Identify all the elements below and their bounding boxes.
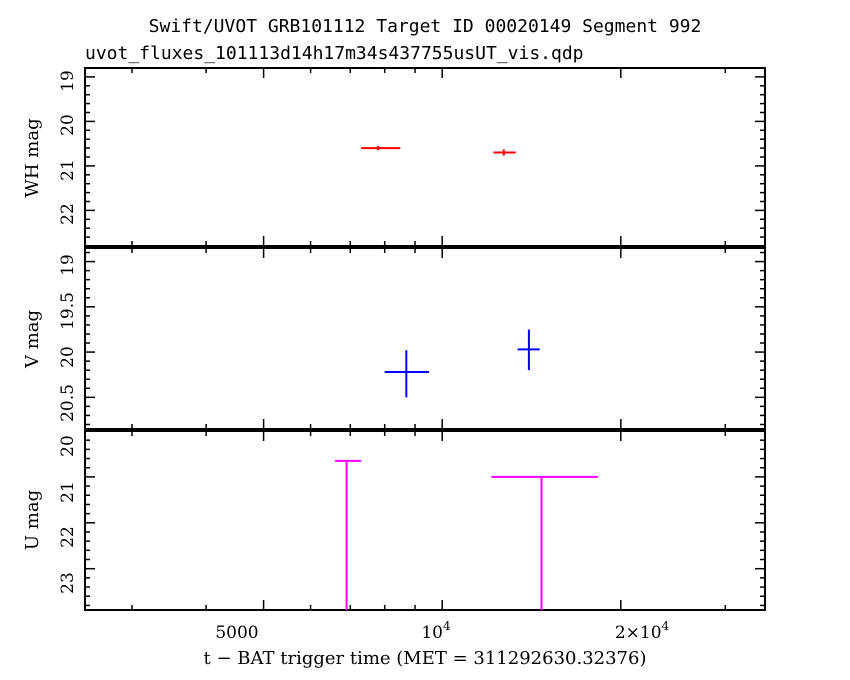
data-point — [517, 329, 540, 371]
x-tick-label-1e4: 104 — [421, 619, 451, 643]
y-tick-label: 21 — [58, 159, 78, 181]
y-tick-label: 20 — [58, 346, 78, 368]
panel-frame — [84, 67, 766, 247]
data-point — [493, 149, 516, 156]
data-point — [361, 145, 401, 151]
y-tick-label: 19 — [58, 70, 78, 92]
panel-v — [84, 247, 766, 430]
y-tick-labels-v: 19 19.5 20 20.5 — [58, 254, 78, 422]
y-tick-label: 19.5 — [58, 292, 78, 330]
x-axis-label: t − BAT trigger time (MET = 311292630.32… — [204, 648, 647, 669]
y-axis-label-wh: WH mag — [22, 118, 43, 197]
x-tick-label-2e4: 2×104 — [615, 619, 670, 643]
panel-frame — [84, 247, 766, 430]
y-tick-label: 21 — [58, 481, 78, 503]
x-tick-label-5000: 5000 — [215, 623, 258, 643]
panel-u — [84, 430, 766, 611]
data-point — [491, 475, 598, 610]
y-tick-label: 19 — [58, 254, 78, 276]
panel-wh — [84, 67, 766, 247]
y-tick-label: 23 — [58, 572, 78, 594]
y-axis-label-u: U mag — [22, 490, 43, 550]
y-tick-label: 22 — [58, 203, 78, 225]
chart-subtitle: uvot_fluxes_101113d14h17m34s437755usUT_v… — [85, 43, 584, 64]
y-tick-label: 20.5 — [58, 384, 78, 422]
y-tick-label: 20 — [58, 114, 78, 136]
y-tick-labels-u: 20 21 22 23 — [58, 435, 78, 594]
y-tick-labels-wh: 19 20 21 22 — [58, 70, 78, 225]
y-tick-label: 22 — [58, 526, 78, 548]
data-point — [335, 459, 362, 610]
panel-frame — [84, 430, 766, 611]
data-point — [384, 350, 429, 398]
y-axis-label-v: V mag — [22, 310, 43, 369]
y-tick-label: 20 — [58, 435, 78, 457]
chart-title: Swift/UVOT GRB101112 Target ID 00020149 … — [149, 16, 702, 37]
